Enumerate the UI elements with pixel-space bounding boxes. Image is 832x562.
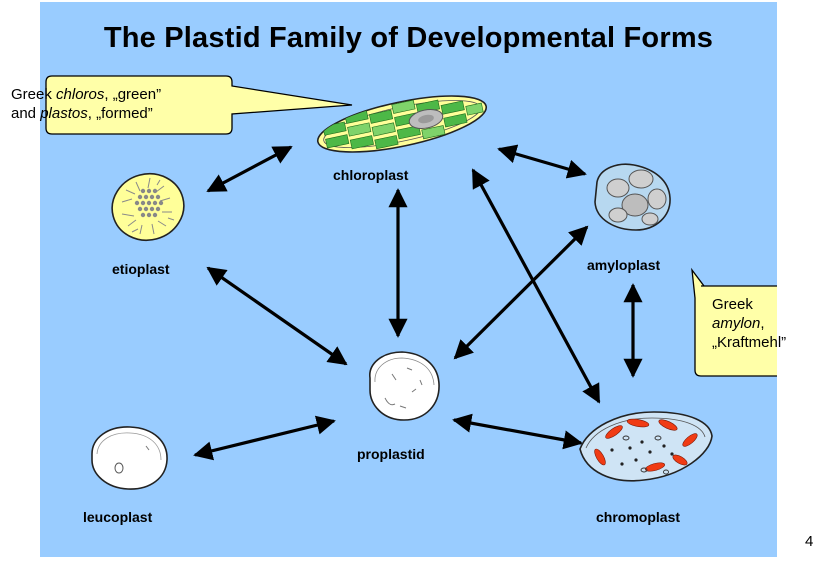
amyloplast-icon (594, 163, 671, 231)
slide: The Plastid Family of Developmental Form… (40, 2, 786, 557)
callout-amyloplast-line2: amylon, (712, 314, 786, 333)
label-amyloplast: amyloplast (587, 257, 661, 273)
chromoplast-icon (579, 411, 713, 482)
callout-amyloplast-word-amylon: amylon (712, 315, 761, 332)
arrow-proplastid-chromoplast (452, 413, 583, 450)
arrow-etioplast-chloroplast (206, 145, 293, 193)
label-proplastid: proplastid (357, 446, 425, 462)
leucoplast-icon (91, 426, 168, 490)
callout-amyloplast-line1: Greek (712, 296, 753, 313)
callout-chloroplast-word-formed: , „formed” (87, 105, 153, 122)
etioplast-icon (111, 172, 185, 242)
chloroplast-icon (316, 95, 488, 153)
callout-chloroplast-shape (45, 75, 353, 135)
label-chromoplast: chromoplast (596, 509, 681, 525)
label-etioplast: etioplast (112, 261, 170, 277)
page-number: 4 (805, 533, 814, 550)
arrow-chloroplast-chromoplast (471, 168, 601, 404)
proplastid-icon (369, 351, 440, 421)
callout-chloroplast-word-green: , „green” (104, 86, 162, 103)
diagram-canvas (40, 2, 777, 557)
callout-chloroplast-text: Greek chloros, „green” and plastos, „for… (11, 85, 161, 123)
callout-amyloplast-line3: „Kraftmehl” (712, 334, 787, 351)
callout-chloroplast-word-and: and (11, 105, 41, 122)
callout-chloroplast-word-plastos: plastos (40, 105, 88, 122)
label-chloroplast: chloroplast (333, 167, 409, 183)
callout-chloroplast-word-greek: Greek (11, 86, 57, 103)
arrow-leucoplast-proplastid (193, 415, 336, 461)
callout-amyloplast-comma: , (760, 315, 765, 332)
arrows (193, 144, 643, 461)
slide-title: The Plastid Family of Developmental Form… (103, 22, 714, 54)
label-leucoplast: leucoplast (83, 509, 153, 525)
callout-chloroplast-line1: Greek chloros, „green” (11, 85, 161, 104)
callout-chloroplast-line2: and plastos, „formed” (11, 104, 161, 123)
callout-chloroplast-word-chloros: chloros (56, 86, 105, 103)
arrow-etioplast-proplastid (206, 266, 348, 366)
callout-amyloplast-text: Greek amylon, „Kraftmehl” (712, 295, 786, 352)
callout-amyloplast-shape-body (691, 267, 777, 377)
